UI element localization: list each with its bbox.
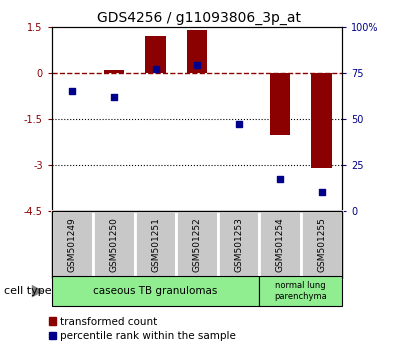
Bar (52, 211, 93, 278)
Bar (301, 211, 342, 278)
Text: GSM501249: GSM501249 (68, 217, 77, 272)
Bar (187, 30, 207, 73)
Bar (103, 69, 124, 73)
Point (69, 88, 76, 94)
Bar (93, 211, 135, 278)
Bar (228, 73, 249, 74)
Bar (311, 73, 332, 168)
Bar (135, 211, 176, 278)
Text: GSM501251: GSM501251 (151, 217, 160, 272)
Point (318, 189, 325, 195)
Bar (218, 211, 259, 278)
Text: GSM501250: GSM501250 (109, 217, 119, 272)
Bar (145, 36, 166, 73)
Legend: transformed count, percentile rank within the sample: transformed count, percentile rank withi… (49, 317, 236, 341)
Text: GSM501254: GSM501254 (275, 217, 285, 272)
Bar (259, 276, 342, 306)
Point (194, 62, 200, 68)
Bar (176, 211, 218, 278)
Text: caseous TB granulomas: caseous TB granulomas (93, 286, 218, 296)
Bar (52, 276, 259, 306)
Text: normal lung
parenchyma: normal lung parenchyma (274, 281, 327, 301)
Point (111, 94, 117, 99)
Point (152, 66, 159, 72)
Bar (270, 73, 291, 136)
Point (277, 177, 283, 182)
Text: GSM501252: GSM501252 (193, 217, 201, 272)
Text: GDS4256 / g11093806_3p_at: GDS4256 / g11093806_3p_at (97, 11, 301, 25)
Text: GSM501255: GSM501255 (317, 217, 326, 272)
Bar (62, 73, 83, 74)
Text: GSM501253: GSM501253 (234, 217, 243, 272)
Point (235, 121, 242, 127)
Polygon shape (32, 285, 44, 297)
Text: cell type: cell type (4, 286, 52, 296)
Bar (259, 211, 301, 278)
